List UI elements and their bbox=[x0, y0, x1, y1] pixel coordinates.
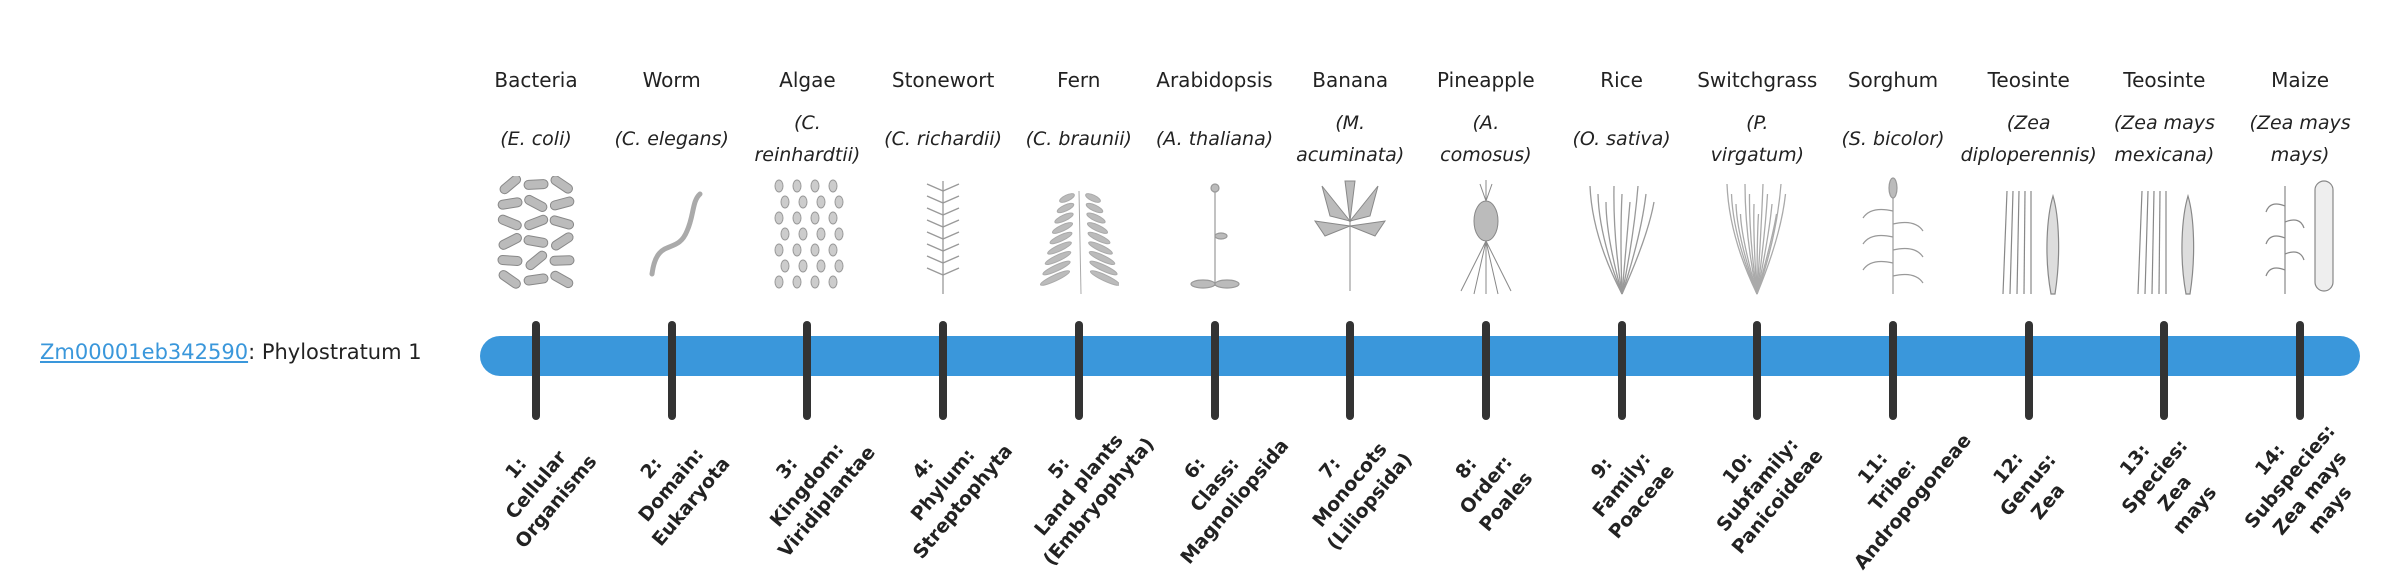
worm-icon bbox=[649, 191, 703, 277]
fern-icon bbox=[1039, 190, 1119, 295]
stratum-label: 14: Subspecies: Zea mays mays bbox=[2220, 420, 2380, 540]
common-name: Pineapple bbox=[1437, 68, 1535, 92]
scientific-name-line: (Zea bbox=[2006, 112, 2051, 134]
stratum-tick bbox=[1617, 321, 1626, 420]
scientific-name-line: (C. elegans) bbox=[614, 128, 729, 150]
scientific-name-line: (M. bbox=[1335, 112, 1366, 134]
scientific-name-line: diploperennis) bbox=[1960, 144, 2097, 166]
gene-id-link[interactable]: Zm00001eb342590 bbox=[40, 340, 249, 364]
common-name: Teosinte bbox=[2123, 68, 2206, 92]
scientific-name: (P. virgatum) bbox=[1685, 106, 1829, 172]
banana-icon bbox=[1314, 180, 1387, 291]
scientific-name: (M. acuminata) bbox=[1278, 106, 1422, 172]
common-name: Worm bbox=[642, 68, 701, 92]
common-name: Sorghum bbox=[1847, 68, 1939, 92]
scientific-name-line: comosus) bbox=[1440, 144, 1532, 166]
scientific-name: (C. braunii) bbox=[1007, 106, 1151, 172]
scientific-name: (S. bicolor) bbox=[1821, 106, 1965, 172]
stratum-tick bbox=[1481, 321, 1490, 420]
gene-label: Zm00001eb342590: Phylostratum 1 bbox=[40, 340, 422, 364]
bacteria-icon bbox=[497, 176, 575, 289]
scientific-name-line: (O. sativa) bbox=[1572, 128, 1671, 150]
stratum-tick bbox=[2024, 321, 2033, 420]
scientific-name-line: virgatum) bbox=[1710, 144, 1805, 166]
common-name: Bacteria bbox=[494, 68, 578, 92]
stratum-tick bbox=[939, 321, 948, 420]
stratum-tick bbox=[1074, 321, 1083, 420]
phylostratum-bar bbox=[480, 336, 2360, 376]
stratum-tick bbox=[532, 321, 540, 420]
scientific-name: (C. reinhardtii) bbox=[735, 106, 879, 172]
common-name: Banana bbox=[1312, 68, 1389, 92]
stonewort-icon bbox=[926, 181, 960, 294]
common-name: Stonewort bbox=[891, 68, 995, 92]
rice-icon bbox=[1588, 185, 1655, 295]
scientific-name: (Zea diploperennis) bbox=[1957, 106, 2101, 172]
common-name: Rice bbox=[1600, 68, 1643, 92]
arabidopsis-icon bbox=[1189, 183, 1240, 289]
sorghum-icon bbox=[1862, 177, 1924, 294]
scientific-name-line: (Zea mays bbox=[2113, 112, 2215, 134]
scientific-name: (A. thaliana) bbox=[1143, 106, 1287, 172]
scientific-name-line: (C. bbox=[794, 112, 821, 134]
scientific-name-line: (A. thaliana) bbox=[1155, 128, 1274, 150]
scientific-name-line: mays) bbox=[2270, 144, 2330, 166]
scientific-name: (O. sativa) bbox=[1550, 106, 1694, 172]
scientific-name-line: mexicana) bbox=[2114, 144, 2215, 166]
phylostratum-text: : Phylostratum 1 bbox=[248, 340, 422, 364]
scientific-name: (Zea mays mays) bbox=[2228, 106, 2372, 172]
common-name: Arabidopsis bbox=[1156, 68, 1273, 92]
stratum-tick bbox=[2296, 321, 2305, 420]
scientific-name-line: reinhardtii) bbox=[754, 144, 861, 166]
scientific-name-line: (C. braunii) bbox=[1025, 128, 1132, 150]
stratum-tick bbox=[1346, 321, 1355, 420]
common-name: Algae bbox=[779, 68, 836, 92]
scientific-name: (C. richardii) bbox=[871, 106, 1015, 172]
stratum-tick bbox=[1753, 321, 1762, 420]
teosinte-icon bbox=[2002, 190, 2059, 295]
stratum-tick bbox=[803, 321, 812, 420]
common-name: Teosinte bbox=[1987, 68, 2070, 92]
stratum-tick bbox=[1210, 321, 1219, 420]
scientific-name-line: (C. richardii) bbox=[884, 128, 1002, 150]
pineapple-icon bbox=[1460, 180, 1512, 295]
scientific-name-line: (P. bbox=[1746, 112, 1769, 134]
scientific-name-line: (Zea mays bbox=[2249, 112, 2351, 134]
scientific-name-line: (S. bicolor) bbox=[1841, 128, 1945, 150]
stratum-tick bbox=[667, 321, 676, 420]
teosinte-icon bbox=[2137, 190, 2195, 295]
scientific-name: (C. elegans) bbox=[600, 106, 744, 172]
switchgrass-icon bbox=[1726, 183, 1787, 295]
stratum-tick bbox=[1889, 321, 1897, 420]
scientific-name: (Zea mays mexicana) bbox=[2092, 106, 2236, 172]
algae-icon bbox=[774, 179, 844, 289]
common-name: Switchgrass bbox=[1697, 68, 1818, 92]
maize-icon bbox=[2265, 180, 2334, 294]
common-name: Maize bbox=[2271, 68, 2330, 92]
common-name: Fern bbox=[1057, 68, 1101, 92]
scientific-name-line: (E. coli) bbox=[500, 128, 572, 150]
scientific-name: (E. coli) bbox=[464, 106, 608, 172]
stratum-tick bbox=[2160, 321, 2169, 420]
scientific-name-line: (A. bbox=[1472, 112, 1500, 134]
scientific-name-line: acuminata) bbox=[1296, 144, 1405, 166]
scientific-name: (A. comosus) bbox=[1414, 106, 1558, 172]
